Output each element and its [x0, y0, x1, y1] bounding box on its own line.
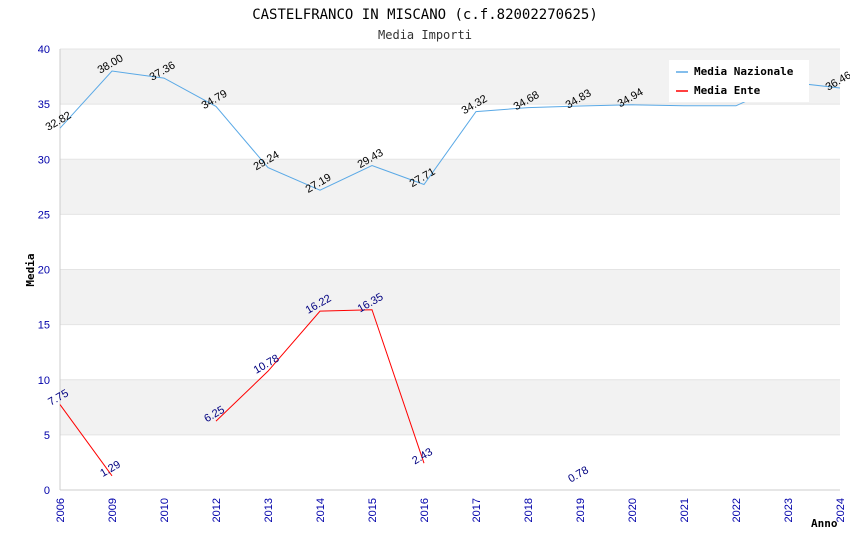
series-line-media-nazionale — [59, 70, 841, 191]
x-axis-ticks: 2006 2009 2010 2012 2013 2014 2015 2016 2017 2018… — [55, 498, 847, 522]
x-tick-label: 2010 — [159, 498, 171, 522]
x-tick-label: 2021 — [679, 498, 691, 522]
x-tick-label: 2009 — [107, 498, 119, 522]
x-tick-label: 2022 — [731, 498, 743, 522]
legend: Media Nazionale Media Ente — [669, 60, 809, 102]
grid-band — [60, 269, 840, 325]
x-tick-label: 2006 — [55, 498, 67, 522]
grid-band — [60, 379, 840, 435]
x-tick-label: 2016 — [419, 498, 431, 522]
data-label-media-ente: 2.43 — [410, 446, 435, 467]
y-tick-label: 5 — [44, 430, 50, 442]
y-tick-label: 10 — [38, 375, 50, 387]
y-tick-label: 0 — [44, 485, 50, 497]
y-tick-label: 25 — [38, 209, 50, 221]
x-tick-label: 2024 — [835, 498, 847, 522]
y-axis-label: Media — [24, 253, 37, 286]
y-tick-label: 30 — [38, 154, 50, 166]
legend-box — [669, 60, 809, 102]
x-tick-label: 2020 — [627, 498, 639, 522]
data-label-media-ente: 0.78 — [566, 464, 591, 485]
chart-subtitle: Media Importi — [378, 28, 472, 42]
y-tick-label: 40 — [38, 44, 50, 56]
chart-title: CASTELFRANCO IN MISCANO (c.f.82002270625… — [252, 7, 598, 23]
y-tick-label: 35 — [38, 99, 50, 111]
legend-label-media-ente: Media Ente — [694, 84, 761, 97]
series-line-media-ente — [215, 309, 425, 464]
x-tick-label: 2023 — [783, 498, 795, 522]
x-tick-label: 2015 — [367, 498, 379, 522]
grid-band — [60, 159, 840, 215]
grid-lines — [59, 48, 840, 491]
y-tick-label: 15 — [38, 320, 50, 332]
data-label-media-nazionale: 32.82 — [44, 109, 74, 133]
x-tick-label: 2018 — [523, 498, 535, 522]
series-line-media-ente — [59, 404, 113, 477]
y-tick-label: 20 — [38, 265, 50, 277]
y-axis-ticks: 0 5 10 15 20 25 30 35 40 — [38, 44, 50, 497]
x-tick-label: 2012 — [211, 498, 223, 522]
x-axis-label: Anno — [811, 517, 838, 530]
grid-bands — [60, 49, 840, 435]
x-tick-label: 2014 — [315, 498, 327, 522]
legend-label-media-nazionale: Media Nazionale — [694, 65, 794, 78]
series-lines — [59, 70, 841, 477]
x-tick-label: 2017 — [471, 498, 483, 522]
x-tick-label: 2019 — [575, 498, 587, 522]
x-tick-label: 2013 — [263, 498, 275, 522]
